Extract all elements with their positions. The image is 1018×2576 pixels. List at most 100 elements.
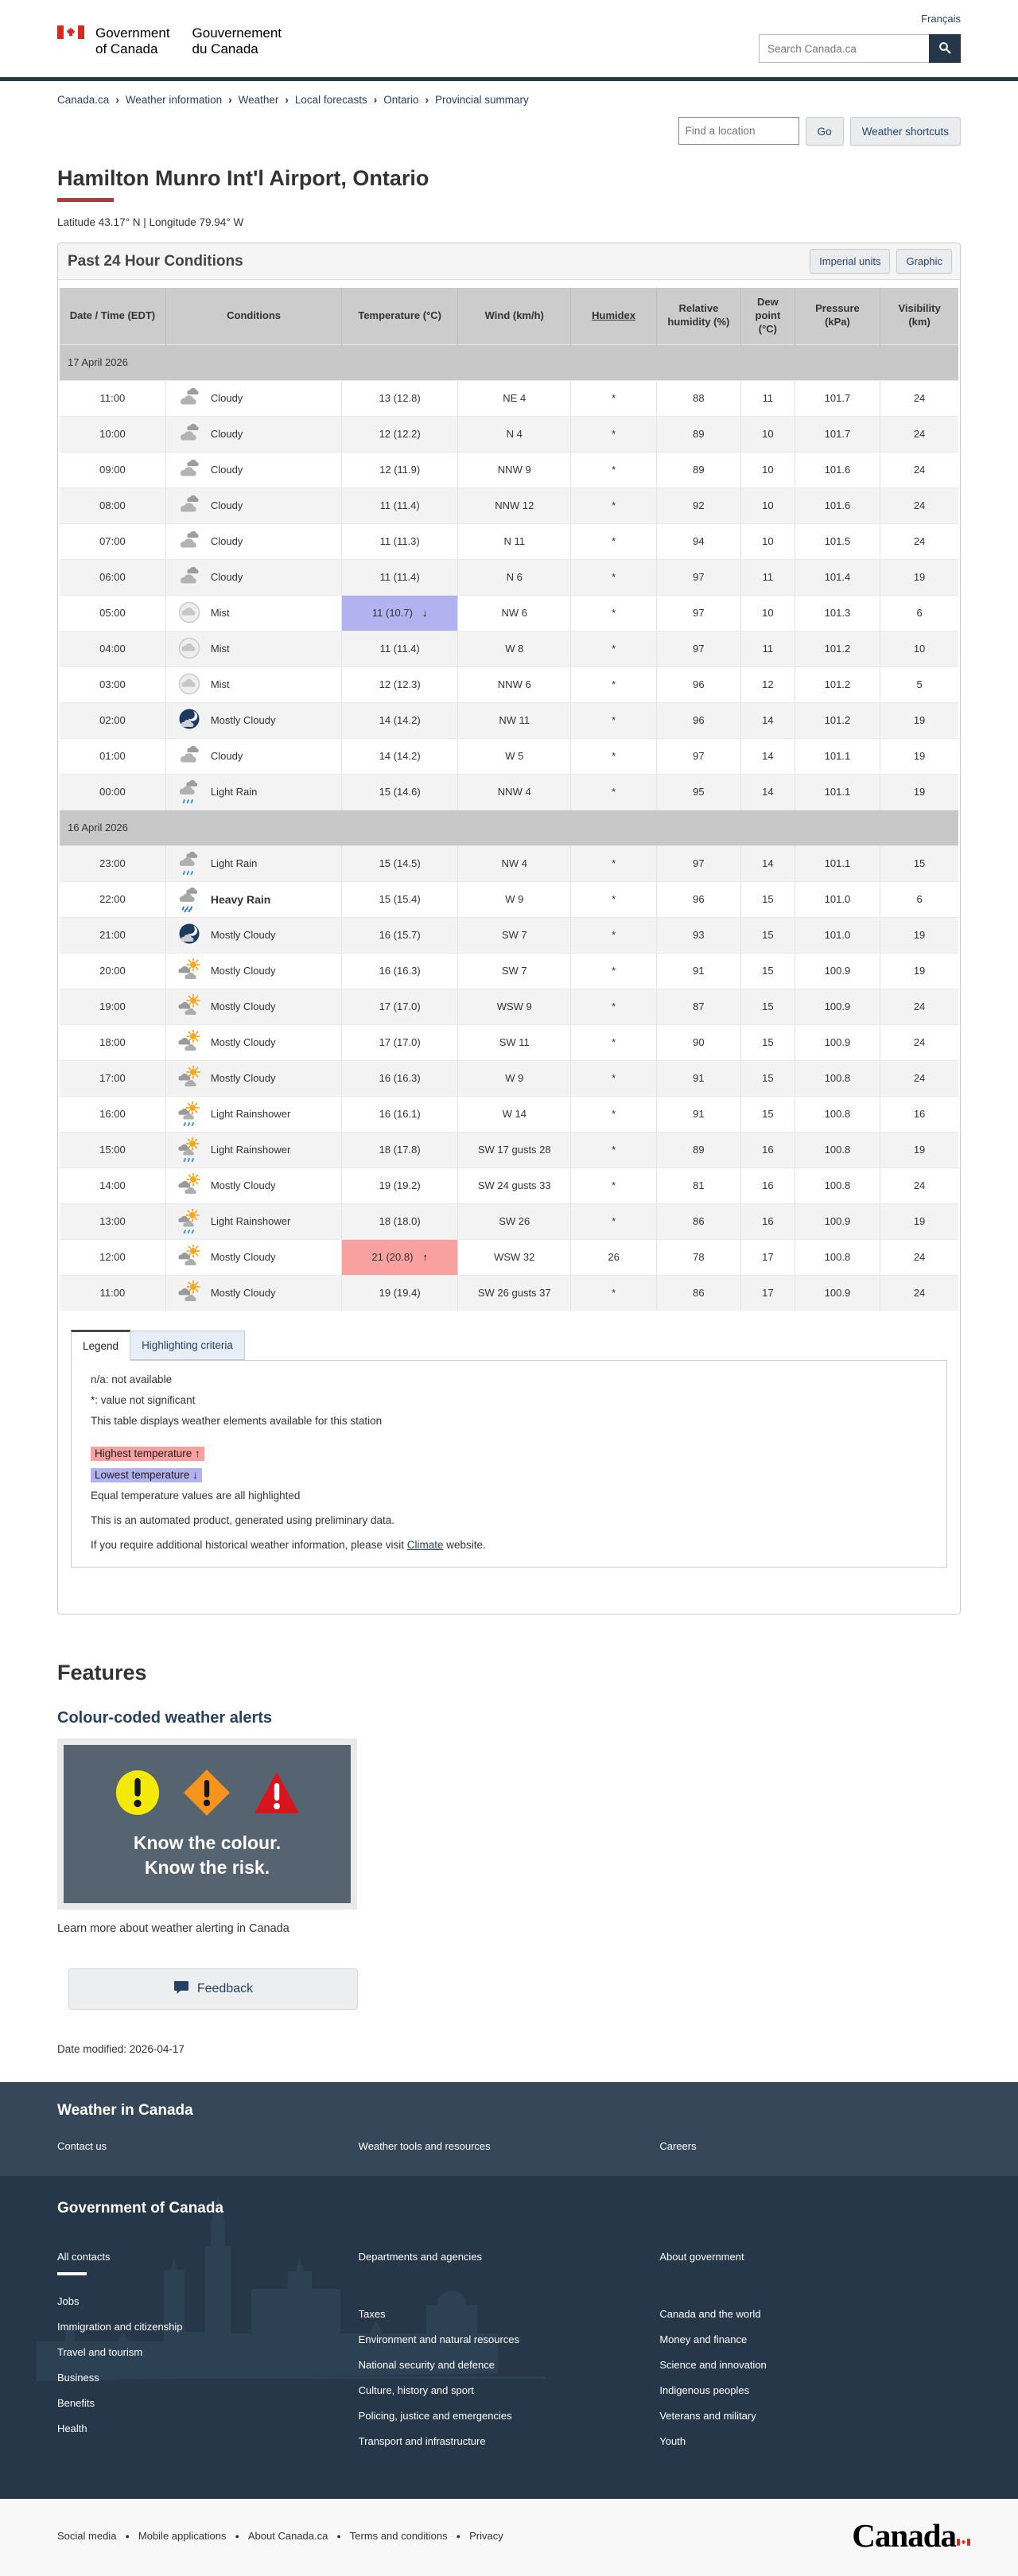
header-divider-band (0, 77, 1018, 81)
go-button[interactable]: Go (805, 117, 844, 146)
humidex-cell: * (570, 666, 657, 703)
legend-line: This table displays weather elements ava… (91, 1415, 383, 1428)
dew-point-cell: 10 (740, 415, 795, 453)
time-cell: 13:00 (60, 1203, 166, 1240)
pressure-cell: 100.8 (794, 1238, 880, 1276)
weather-shortcuts-button[interactable]: Weather shortcuts (849, 117, 961, 146)
breadcrumb-link[interactable]: Canada.ca (57, 94, 110, 106)
language-toggle-link[interactable]: Français (921, 13, 961, 25)
humidex-cell: * (570, 737, 657, 775)
conditions-cell: Mostly Cloudy (165, 1167, 342, 1204)
footer-link[interactable]: Money and finance (659, 2333, 748, 2346)
dew-point-cell: 14 (740, 737, 795, 775)
visibility-cell: 19 (880, 1131, 958, 1168)
footer-link[interactable]: Travel and tourism (57, 2346, 143, 2359)
find-location-input[interactable] (678, 117, 799, 145)
tab-highlighting-criteria[interactable]: Highlighting criteria (130, 1331, 245, 1361)
cloudy-icon (177, 422, 203, 447)
footer-bottom-link[interactable]: Mobile applications (138, 2530, 227, 2543)
footer-link[interactable]: Jobs (57, 2295, 80, 2308)
column-header[interactable]: Humidex (570, 288, 657, 345)
breadcrumb-link[interactable]: Ontario (383, 94, 419, 106)
column-header: Dew point (°C) (740, 288, 795, 345)
dew-point-cell: 15 (740, 1024, 795, 1061)
footer-link[interactable]: Benefits (57, 2397, 95, 2410)
graphic-button[interactable]: Graphic (896, 249, 952, 274)
feedback-button[interactable]: Feedback (68, 1968, 358, 2011)
footer-link[interactable]: Weather tools and resources (358, 2140, 491, 2153)
footer-link[interactable]: About government (659, 2251, 744, 2263)
wind-cell: NNW 12 (457, 487, 571, 524)
site-search-button[interactable] (929, 34, 961, 63)
canada-flag-icon (57, 25, 84, 43)
footer-bottom-link[interactable]: Social media (57, 2530, 117, 2543)
coordinates-text: Latitude 43.17° N | Longitude 79.94° W (57, 216, 244, 228)
climate-link[interactable]: Climate (406, 1539, 444, 1552)
dew-point-cell: 16 (740, 1167, 795, 1204)
footer-link[interactable]: Health (57, 2423, 87, 2435)
breadcrumb-link[interactable]: Local forecasts (294, 94, 367, 106)
humidex-cell: * (570, 1024, 657, 1061)
humidex-cell: * (570, 630, 657, 667)
wind-cell: NNW 6 (457, 666, 571, 703)
dew-point-cell: 10 (740, 594, 795, 631)
humidex-cell: * (570, 701, 657, 739)
footer-link[interactable]: Indigenous peoples (659, 2384, 750, 2397)
pressure-cell: 101.2 (794, 666, 880, 703)
visibility-cell: 24 (880, 1274, 958, 1311)
footer-bottom-link[interactable]: Terms and conditions (349, 2530, 448, 2543)
breadcrumb-link[interactable]: Weather information (125, 94, 223, 106)
footer-link[interactable]: Youth (659, 2435, 686, 2448)
mist-icon (177, 672, 203, 697)
footer-link[interactable]: Taxes (358, 2308, 386, 2321)
breadcrumb-link[interactable]: Provincial summary (434, 94, 529, 106)
pressure-cell: 101.7 (794, 379, 880, 417)
conditions-table-row: 01:00 Cloudy 14 (14.2) W 5 * 97 14 101.1 19 (60, 737, 958, 775)
pressure-cell: 101.1 (794, 773, 880, 810)
footer-link[interactable]: Departments and agencies (358, 2251, 483, 2263)
footer-link[interactable]: All contacts (57, 2251, 111, 2263)
footer-link[interactable]: National security and defence (358, 2359, 495, 2372)
pressure-cell: 101.5 (794, 523, 880, 560)
time-cell: 16:00 (60, 1095, 166, 1133)
wind-cell: SW 7 (457, 952, 571, 989)
column-header: Date / Time (EDT) (60, 288, 166, 345)
highest-temperature-swatch: Highest temperature ↑ (91, 1447, 204, 1462)
weather-alerts-image[interactable]: Know the colour. Know the risk. (57, 1739, 357, 1910)
conditions-cell: Cloudy (165, 379, 342, 417)
footer-link[interactable]: Policing, justice and emergencies (358, 2410, 512, 2423)
breadcrumb-link[interactable]: Weather (238, 94, 279, 106)
wind-cell: W 9 (457, 1059, 571, 1097)
imperial-units-button[interactable]: Imperial units (810, 249, 891, 274)
footer-bottom-link[interactable]: Privacy (469, 2530, 503, 2543)
pressure-cell: 100.8 (794, 1131, 880, 1168)
footer-link[interactable]: Business (57, 2372, 99, 2384)
footer-link[interactable]: Culture, history and sport (358, 2384, 474, 2397)
footer-link[interactable]: Transport and infrastructure (358, 2435, 486, 2448)
visibility-cell: 19 (880, 952, 958, 989)
footer-link[interactable]: Careers (659, 2140, 697, 2153)
tab-legend[interactable]: Legend (71, 1330, 131, 1362)
legend-line: n/a: not available (91, 1373, 173, 1386)
conditions-cell: Cloudy (165, 523, 342, 560)
pressure-cell: 101.0 (794, 916, 880, 954)
footer-link[interactable]: Science and innovation (659, 2359, 767, 2372)
footer-link[interactable]: Contact us (57, 2140, 107, 2153)
site-search-input[interactable] (759, 34, 929, 63)
footer-link[interactable]: Canada and the world (659, 2308, 761, 2321)
conditions-cell: Mostly Cloudy (165, 701, 342, 739)
breadcrumb: Canada.ca › Weather information › Weather › Lo… (57, 94, 961, 106)
condition-label: Light Rainshower (210, 1144, 291, 1156)
time-cell: 10:00 (60, 415, 166, 453)
footer-link[interactable]: Immigration and citizenship (57, 2321, 183, 2333)
up-arrow-icon: ↑ (422, 1251, 428, 1264)
conditions-cell: Mostly Cloudy (165, 1274, 342, 1311)
footer-link[interactable]: Veterans and military (659, 2410, 756, 2423)
footer-bottom-link[interactable]: About Canada.ca (247, 2530, 328, 2543)
colour-coded-alerts-link[interactable]: Colour-coded weather alerts (57, 1709, 273, 1727)
footer-link[interactable]: Environment and natural resources (358, 2333, 520, 2346)
orange-alert-icon (182, 1768, 231, 1821)
humidity-cell: 91 (655, 1059, 741, 1097)
red-alert-icon (253, 1770, 301, 1819)
humidex-cell: * (570, 952, 657, 989)
